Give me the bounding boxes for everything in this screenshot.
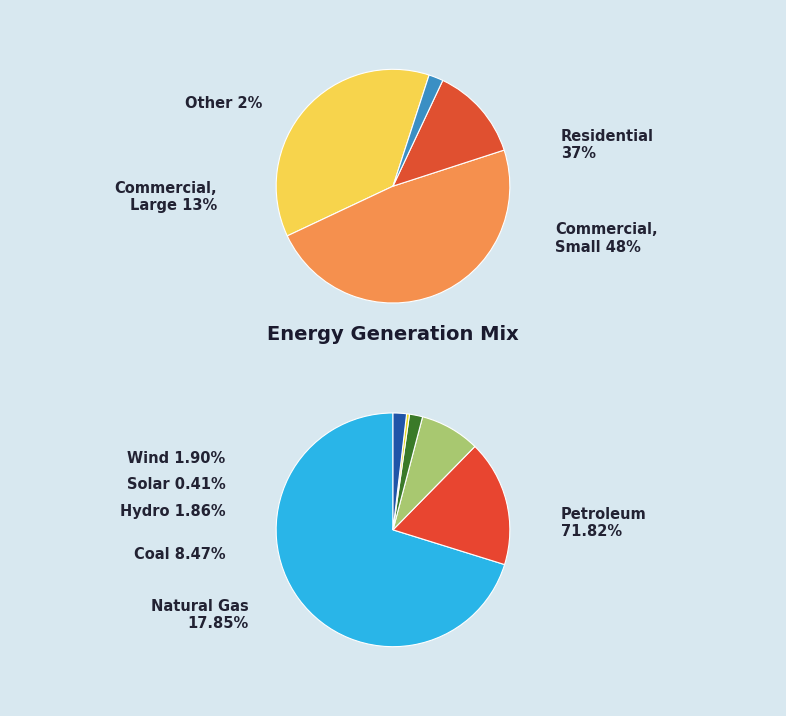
- Wedge shape: [393, 414, 410, 530]
- Text: Residential
37%: Residential 37%: [560, 129, 654, 161]
- Wedge shape: [287, 150, 510, 303]
- Wedge shape: [276, 413, 505, 647]
- Text: Petroleum
71.82%: Petroleum 71.82%: [560, 507, 646, 539]
- Wedge shape: [276, 69, 429, 236]
- Text: Hydro 1.86%: Hydro 1.86%: [119, 505, 226, 520]
- Text: Other 2%: Other 2%: [185, 96, 263, 111]
- Wedge shape: [393, 80, 504, 186]
- Wedge shape: [393, 417, 475, 530]
- Wedge shape: [393, 414, 423, 530]
- Text: Wind 1.90%: Wind 1.90%: [127, 451, 226, 466]
- Text: Solar 0.41%: Solar 0.41%: [127, 477, 226, 492]
- Wedge shape: [393, 447, 510, 564]
- Text: Commercial,
Large 13%: Commercial, Large 13%: [115, 181, 217, 213]
- Wedge shape: [393, 75, 443, 186]
- Wedge shape: [393, 413, 406, 530]
- Text: Commercial,
Small 48%: Commercial, Small 48%: [555, 222, 658, 255]
- Text: Coal 8.47%: Coal 8.47%: [134, 547, 226, 562]
- Text: Natural Gas
17.85%: Natural Gas 17.85%: [151, 599, 248, 632]
- Title: Energy Generation Mix: Energy Generation Mix: [267, 325, 519, 344]
